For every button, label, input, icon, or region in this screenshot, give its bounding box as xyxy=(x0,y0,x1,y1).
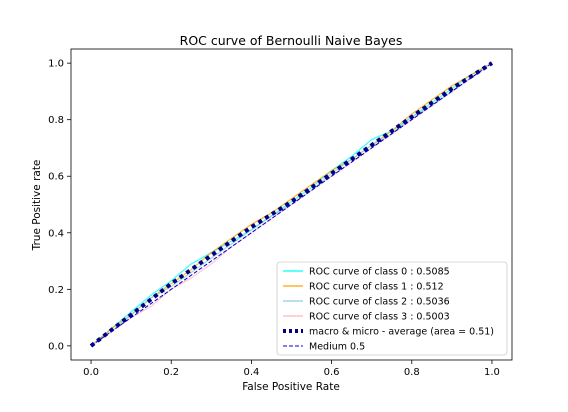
axis-ticks: 0.0 0.2 0.4 0.6 0.8 1.0 0.0 0.2 0.4 0.6 0.8 1.0 xyxy=(48,59,500,378)
x-tick-label: 0.0 xyxy=(83,367,99,378)
x-axis-label: False Positive Rate xyxy=(242,381,340,393)
y-tick-label: 0.0 xyxy=(48,341,64,352)
legend: ROC curve of class 0 : 0.5085 ROC curve o… xyxy=(276,261,508,356)
y-axis-label: True Positive rate xyxy=(31,160,43,252)
plot-frame xyxy=(70,48,513,361)
x-tick-label: 0.4 xyxy=(243,367,259,378)
y-tick-label: 0.8 xyxy=(48,115,64,126)
y-tick-label: 0.4 xyxy=(48,228,64,239)
y-tick-label: 0.2 xyxy=(48,285,64,296)
legend-label-0: ROC curve of class 0 : 0.5085 xyxy=(309,267,450,278)
series-line-1 xyxy=(90,62,493,347)
chart-title: ROC curve of Bernoulli Naive Bayes xyxy=(180,33,403,48)
y-tick-label: 1.0 xyxy=(48,59,64,70)
x-tick-label: 0.6 xyxy=(324,367,340,378)
x-tick-label: 0.2 xyxy=(163,367,179,378)
legend-label-2: ROC curve of class 2 : 0.5036 xyxy=(309,297,450,308)
legend-label-3: ROC curve of class 3 : 0.5003 xyxy=(309,312,450,323)
x-tick-label: 1.0 xyxy=(484,367,500,378)
series-line-5 xyxy=(90,62,493,347)
legend-label-4: macro & micro - average (area = 0.51) xyxy=(309,327,494,338)
y-tick-label: 0.6 xyxy=(48,172,64,183)
legend-label-5: Medium 0.5 xyxy=(309,342,365,353)
legend-box xyxy=(276,261,508,356)
series-lines xyxy=(89,61,494,348)
legend-label-1: ROC curve of class 1 : 0.512 xyxy=(309,282,444,293)
x-tick-label: 0.8 xyxy=(404,367,420,378)
series-line-4 xyxy=(89,61,494,348)
